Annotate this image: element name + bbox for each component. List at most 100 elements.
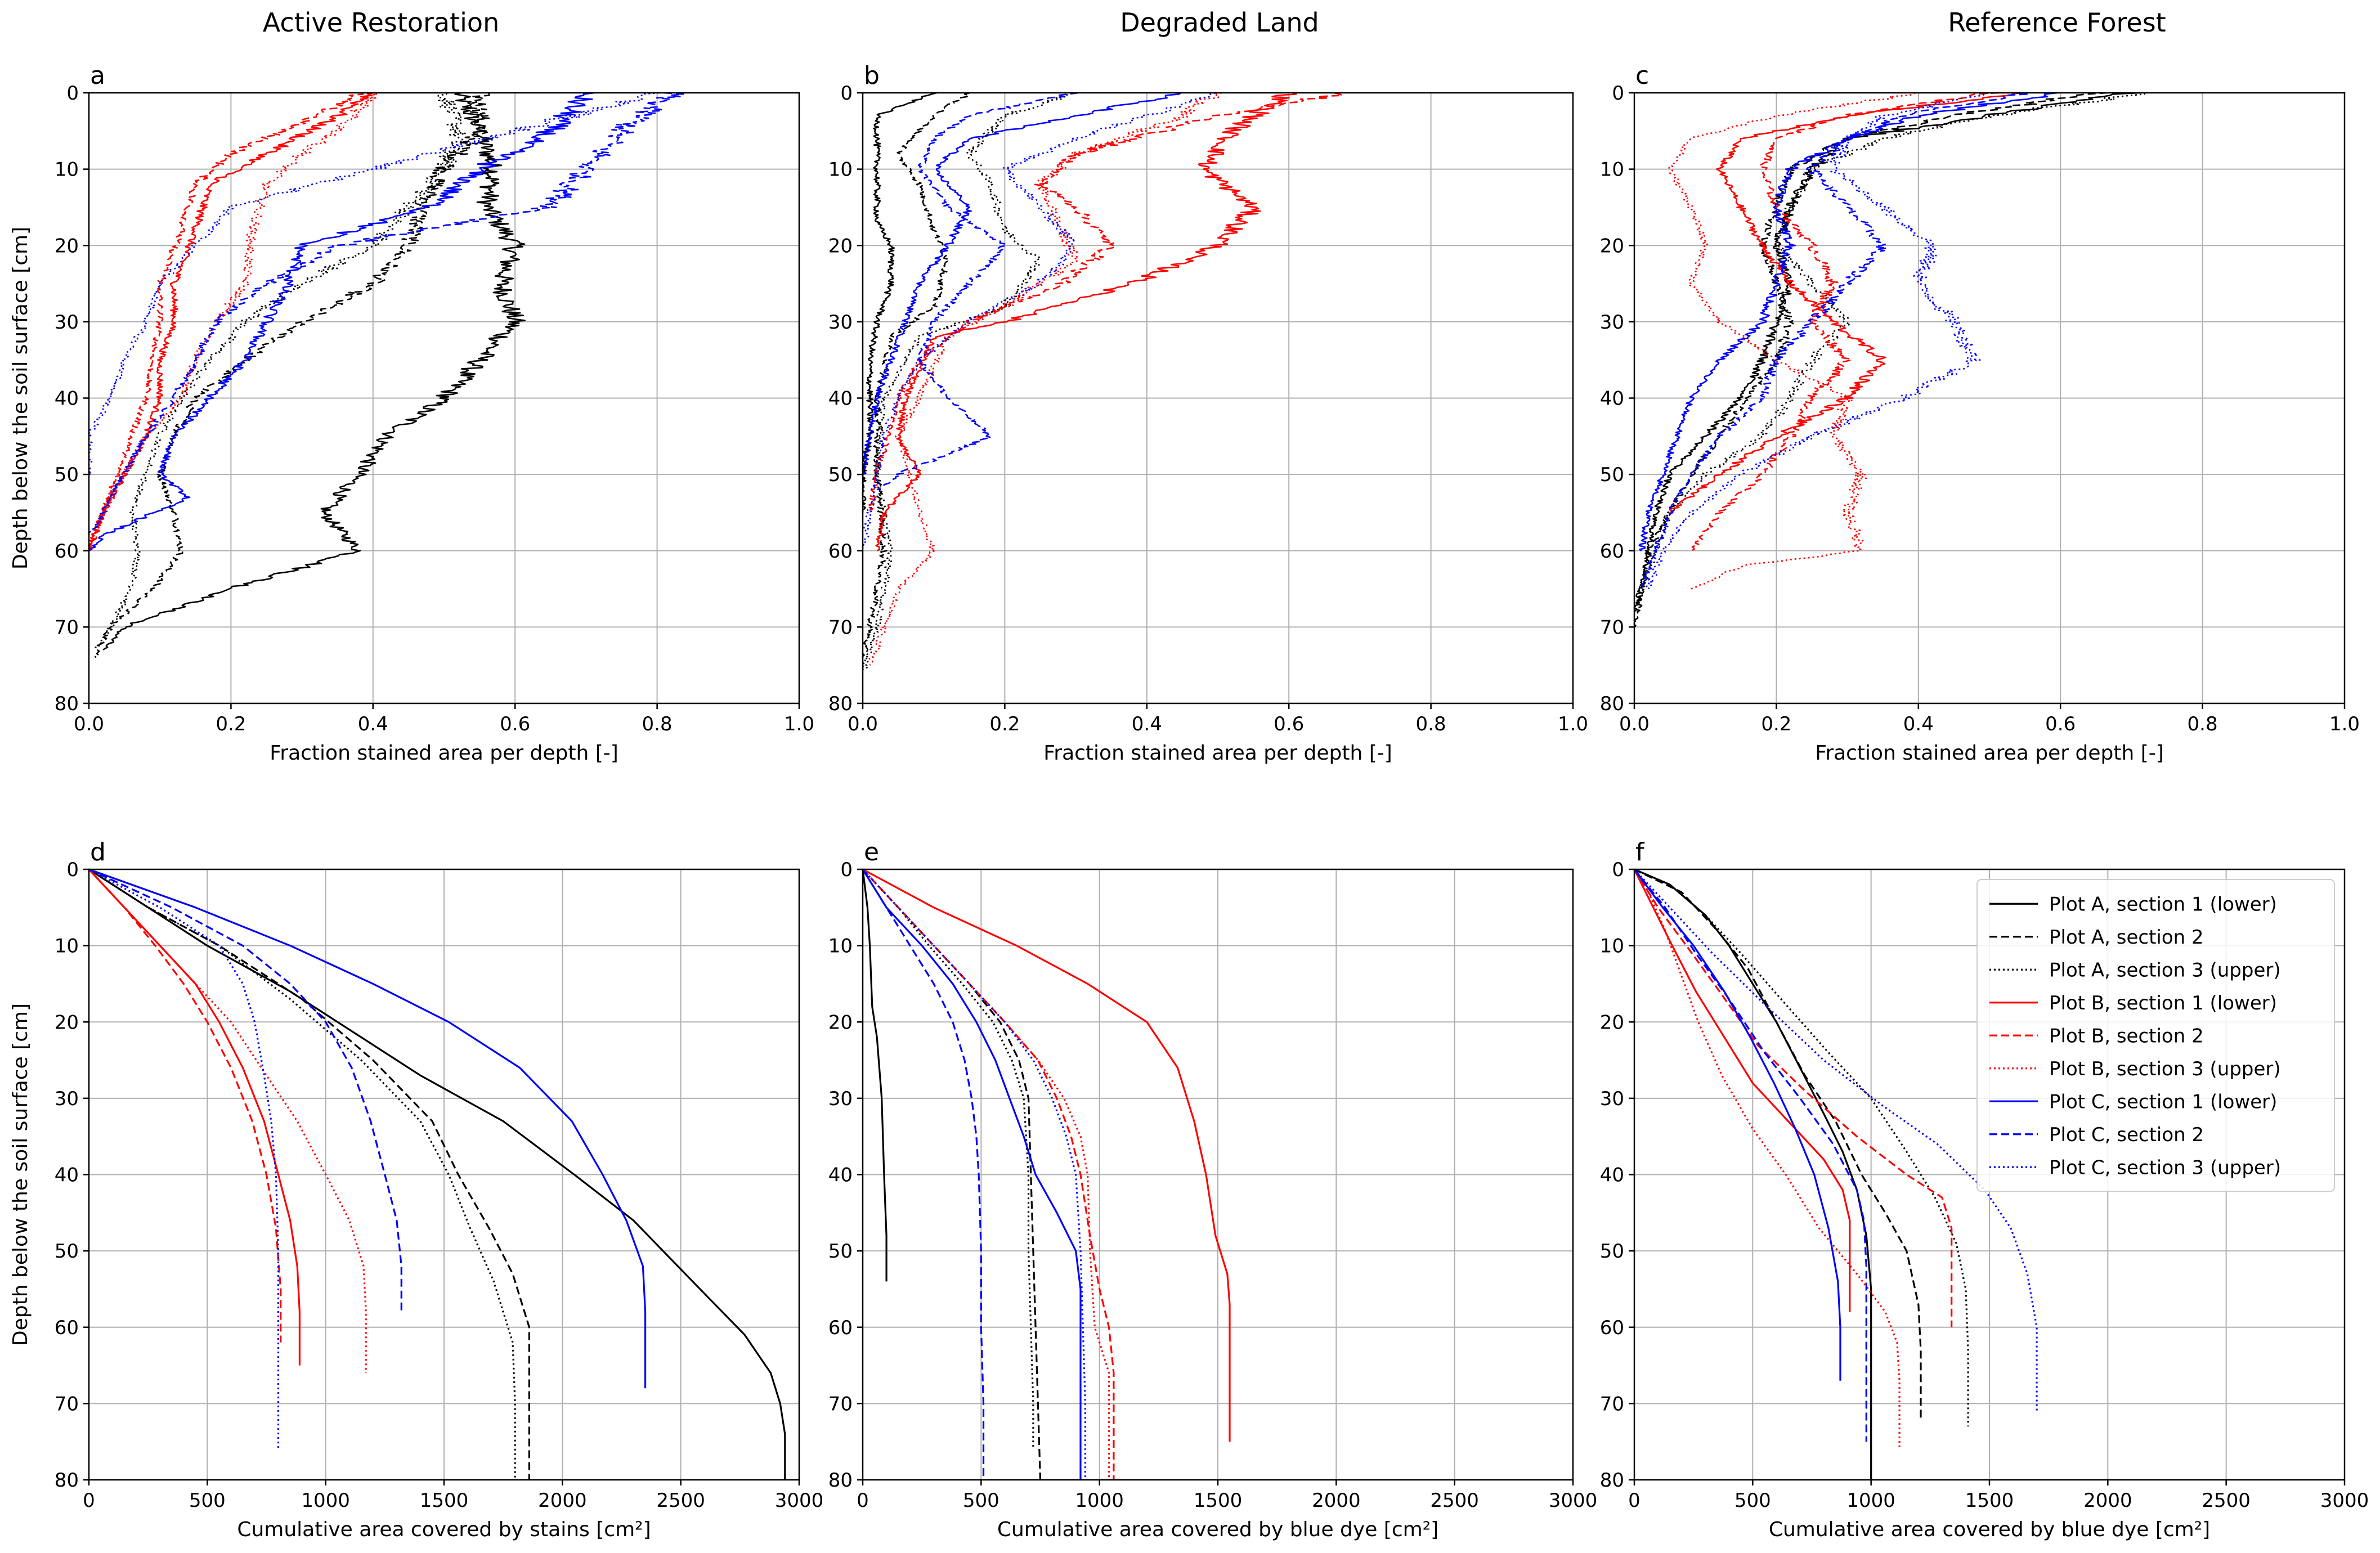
y-tick-label: 0: [66, 82, 79, 105]
y-tick-label: 10: [828, 935, 853, 958]
x-axis-label: Fraction stained area per depth [-]: [1815, 742, 2164, 765]
legend-label: Plot C, section 2: [2049, 1124, 2204, 1146]
series-line-plot-c-section-2: [1641, 92, 2028, 590]
x-tick-label: 2000: [1312, 1489, 1361, 1512]
y-axis-label: Depth below the soil surface [cm]: [9, 1003, 32, 1346]
legend-label: Plot B, section 3 (upper): [2049, 1058, 2281, 1080]
x-tick-label: 2500: [656, 1489, 705, 1512]
series-line-plot-c-section-1-lower: [862, 92, 1181, 475]
panel-a: 0.0 0.2 0.4 0.6 0.8 1.0 0 10 20 30 40 50 60 70 80 a Frac…: [9, 61, 814, 765]
x-tick-label: 1000: [1075, 1489, 1124, 1512]
legend-label: Plot A, section 3 (upper): [2049, 959, 2281, 981]
x-tick-label: 2000: [538, 1489, 587, 1512]
series-line-plot-c-section-2: [862, 869, 985, 1480]
legend-box: [1976, 879, 2335, 1192]
y-tick-label: 20: [828, 1011, 853, 1034]
series-line-plot-a-section-2: [94, 92, 490, 658]
y-tick-label: 50: [55, 464, 79, 486]
y-tick-label: 0: [1612, 82, 1624, 105]
y-tick-label: 60: [1600, 540, 1624, 563]
x-tick-label: 500: [189, 1489, 226, 1512]
series-line-plot-b-section-2: [1691, 92, 1999, 551]
x-tick-label: 0.2: [1761, 713, 1791, 735]
y-tick-label: 10: [1600, 935, 1624, 958]
y-tick-label: 20: [1600, 1011, 1624, 1034]
x-tick-label: 0.0: [1619, 713, 1650, 735]
series-line-plot-b-section-1-lower: [862, 868, 1231, 1442]
x-axis-label: Fraction stained area per depth [-]: [270, 742, 618, 765]
series-line-plot-c-section-3-upper: [862, 868, 1086, 1480]
y-tick-label: 40: [828, 388, 853, 410]
series-line-plot-c-section-3-upper: [1633, 868, 2038, 1411]
y-axis-label: Depth below the soil surface [cm]: [9, 227, 32, 569]
legend-label: Plot A, section 2: [2049, 926, 2204, 949]
panel-letter: f: [1635, 838, 1645, 867]
legend-label: Plot A, section 1 (lower): [2049, 893, 2277, 915]
y-tick-label: 80: [828, 1469, 853, 1492]
series-line-plot-a-section-3-upper: [862, 92, 1073, 673]
y-tick-label: 80: [55, 693, 79, 715]
legend-label: Plot B, section 1 (lower): [2049, 992, 2277, 1015]
panel-e: 0 500 1000 1500 2000 2500 3000 0 10 20 30 40 50 60 70 8…: [828, 838, 1598, 1541]
y-tick-label: 0: [1612, 859, 1624, 881]
x-tick-label: 2500: [2202, 1489, 2251, 1512]
series-line-plot-c-section-3-upper: [88, 868, 280, 1449]
y-tick-label: 50: [828, 464, 853, 486]
series-line-plot-c-section-1-lower: [88, 92, 595, 551]
y-tick-label: 20: [1600, 235, 1624, 257]
y-tick-label: 0: [840, 859, 853, 881]
series-line-plot-c-section-3-upper: [1646, 92, 1989, 590]
y-tick-label: 70: [55, 616, 79, 639]
x-tick-label: 3000: [775, 1489, 824, 1512]
column-title-reference-forest: Reference Forest: [1948, 7, 2166, 38]
x-axis-label: Fraction stained area per depth [-]: [1043, 742, 1392, 765]
series-line-plot-a-section-1-lower: [102, 92, 526, 651]
x-tick-label: 0.4: [1903, 713, 1934, 735]
series-line-plot-a-section-3-upper: [1634, 868, 1969, 1427]
series-line-plot-a-section-3-upper: [1638, 92, 2146, 590]
y-tick-label: 0: [840, 82, 853, 105]
y-tick-label: 50: [55, 1240, 79, 1263]
x-tick-label: 0: [1628, 1489, 1641, 1512]
panels-group: 0.0 0.2 0.4 0.6 0.8 1.0 0 10 20 30 40 50 60 70 80 a Frac…: [9, 61, 2369, 1541]
column-title-active-restoration: Active Restoration: [263, 7, 499, 38]
x-tick-label: 1.0: [784, 713, 814, 735]
series-line-plot-b-section-1-lower: [1669, 92, 2020, 514]
y-tick-label: 60: [828, 1317, 853, 1339]
x-tick-label: 500: [1734, 1489, 1771, 1512]
panel-b: 0.0 0.2 0.4 0.6 0.8 1.0 0 10 20 30 40 50 60 70 80 b Frac…: [828, 61, 1588, 765]
series-line-plot-c-section-2: [1633, 868, 1867, 1442]
y-tick-label: 30: [55, 311, 79, 334]
y-tick-label: 30: [1600, 1088, 1624, 1110]
y-tick-label: 70: [828, 616, 853, 639]
x-tick-label: 0.8: [642, 713, 673, 735]
series-line-plot-c-section-3-upper: [88, 92, 660, 475]
y-tick-label: 80: [1600, 1469, 1624, 1492]
series-line-plot-b-section-1-lower: [88, 92, 373, 551]
y-tick-label: 10: [828, 159, 853, 181]
y-tick-label: 80: [55, 1469, 79, 1492]
legend-label: Plot B, section 2: [2049, 1025, 2204, 1047]
series-line-plot-a-section-2: [862, 92, 970, 658]
x-tick-label: 1500: [1194, 1489, 1243, 1512]
x-axis-label: Cumulative area covered by blue dye [cm²…: [997, 1518, 1438, 1541]
y-tick-label: 10: [55, 935, 79, 958]
y-tick-label: 70: [828, 1393, 853, 1415]
y-tick-label: 20: [55, 1011, 79, 1034]
y-tick-label: 20: [55, 235, 79, 257]
y-tick-label: 30: [1600, 311, 1624, 334]
x-tick-label: 1000: [301, 1489, 350, 1512]
y-tick-label: 30: [828, 1088, 853, 1110]
x-tick-label: 3000: [1549, 1489, 1598, 1512]
x-axis-label: Cumulative area covered by blue dye [cm²…: [1769, 1518, 2210, 1541]
panel-letter: e: [864, 838, 879, 867]
y-tick-label: 40: [1600, 388, 1624, 410]
series-line-plot-a-section-1-lower: [88, 868, 786, 1480]
y-tick-label: 0: [66, 859, 79, 881]
series-line-plot-c-section-2: [88, 868, 402, 1312]
y-tick-label: 30: [55, 1088, 79, 1110]
y-tick-label: 60: [1600, 1317, 1624, 1339]
series-line-plot-c-section-1-lower: [1638, 92, 2058, 551]
series-line-plot-a-section-1-lower: [1633, 92, 2140, 613]
